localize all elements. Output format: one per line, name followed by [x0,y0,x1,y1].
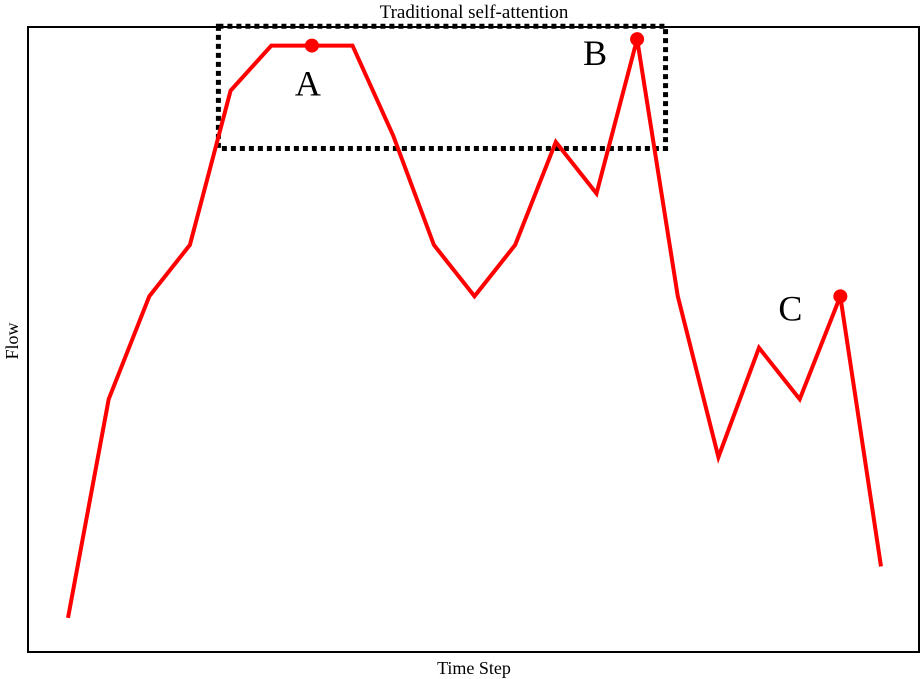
y-axis-label: Flow [2,322,22,359]
point-b-marker [630,32,645,47]
point-a-label: A [295,64,321,104]
point-c-label: C [778,288,802,328]
point-c-marker [833,289,848,304]
point-a-marker [304,38,319,53]
plot-frame [27,26,920,653]
chart-marks: A B C [66,23,883,619]
x-axis-label: Time Step [437,658,511,678]
series-line-0 [66,38,883,619]
highlight-box [215,23,669,151]
chart-title: Traditional self-attention [380,2,569,23]
point-b-label: B [583,33,607,73]
